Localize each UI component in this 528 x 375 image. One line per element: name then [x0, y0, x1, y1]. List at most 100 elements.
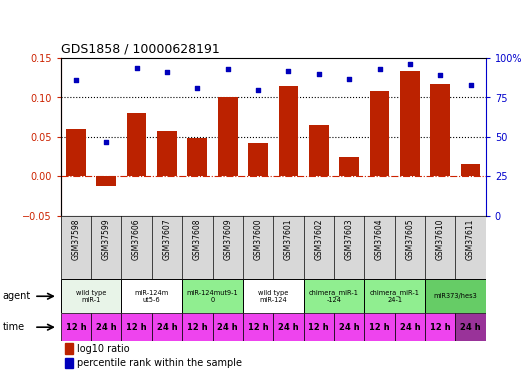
- Bar: [187, 138, 207, 176]
- Text: GSM37598: GSM37598: [71, 218, 80, 259]
- Point: [345, 76, 353, 82]
- Point: [315, 71, 323, 77]
- Text: 24 h: 24 h: [400, 322, 420, 332]
- Text: GSM37599: GSM37599: [102, 218, 111, 260]
- Bar: [152, 313, 182, 341]
- Bar: [394, 313, 425, 341]
- Bar: [274, 313, 304, 341]
- Bar: [121, 216, 152, 279]
- Point: [163, 69, 171, 75]
- Bar: [430, 84, 450, 176]
- Text: 24 h: 24 h: [278, 322, 299, 332]
- Point: [223, 66, 232, 72]
- Text: GSM37605: GSM37605: [406, 218, 414, 260]
- Point: [406, 62, 414, 68]
- Bar: [334, 313, 364, 341]
- Bar: [243, 279, 304, 313]
- Text: 24 h: 24 h: [460, 322, 481, 332]
- Text: 12 h: 12 h: [248, 322, 268, 332]
- Bar: [243, 216, 274, 279]
- Text: log10 ratio: log10 ratio: [77, 344, 129, 354]
- Bar: [182, 279, 243, 313]
- Bar: [304, 313, 334, 341]
- Point: [193, 85, 202, 91]
- Point: [254, 87, 262, 93]
- Text: percentile rank within the sample: percentile rank within the sample: [77, 358, 242, 368]
- Bar: [400, 71, 420, 176]
- Text: agent: agent: [3, 291, 31, 301]
- Bar: [304, 216, 334, 279]
- Bar: [91, 313, 121, 341]
- Point: [466, 82, 475, 88]
- Bar: [61, 279, 121, 313]
- Bar: [425, 216, 455, 279]
- Text: miR373/hes3: miR373/hes3: [433, 293, 477, 299]
- Text: wild type
miR-1: wild type miR-1: [76, 290, 106, 303]
- Text: 24 h: 24 h: [96, 322, 117, 332]
- Bar: [364, 216, 395, 279]
- Point: [375, 66, 384, 72]
- Text: GSM37607: GSM37607: [163, 218, 172, 260]
- Bar: [394, 216, 425, 279]
- Point: [72, 77, 80, 83]
- Bar: [425, 313, 455, 341]
- Bar: [274, 216, 304, 279]
- Text: 12 h: 12 h: [308, 322, 329, 332]
- Text: GSM37604: GSM37604: [375, 218, 384, 260]
- Bar: [304, 279, 364, 313]
- Text: 24 h: 24 h: [339, 322, 360, 332]
- Text: 12 h: 12 h: [430, 322, 450, 332]
- Bar: [364, 313, 395, 341]
- Bar: [65, 358, 73, 368]
- Bar: [182, 216, 212, 279]
- Text: 12 h: 12 h: [187, 322, 208, 332]
- Bar: [61, 313, 91, 341]
- Text: chimera_miR-1
24-1: chimera_miR-1 24-1: [370, 290, 420, 303]
- Point: [133, 64, 141, 70]
- Text: GSM37601: GSM37601: [284, 218, 293, 259]
- Text: miR-124m
ut5-6: miR-124m ut5-6: [135, 290, 169, 303]
- Bar: [334, 216, 364, 279]
- Bar: [127, 113, 146, 176]
- Text: GSM37609: GSM37609: [223, 218, 232, 260]
- Text: 12 h: 12 h: [126, 322, 147, 332]
- Text: GSM37602: GSM37602: [314, 218, 323, 259]
- Text: 12 h: 12 h: [65, 322, 86, 332]
- Point: [284, 68, 293, 74]
- Text: miR-124mut9-1
0: miR-124mut9-1 0: [187, 290, 238, 303]
- Bar: [157, 131, 177, 176]
- Bar: [340, 157, 359, 176]
- Bar: [91, 216, 121, 279]
- Bar: [455, 313, 486, 341]
- Bar: [461, 164, 480, 176]
- Bar: [218, 98, 238, 176]
- Text: 24 h: 24 h: [218, 322, 238, 332]
- Point: [102, 139, 110, 145]
- Bar: [279, 87, 298, 176]
- Bar: [65, 344, 73, 354]
- Bar: [425, 279, 486, 313]
- Bar: [152, 216, 182, 279]
- Text: GSM37603: GSM37603: [345, 218, 354, 260]
- Text: GDS1858 / 10000628191: GDS1858 / 10000628191: [61, 43, 220, 56]
- Bar: [212, 313, 243, 341]
- Text: GSM37600: GSM37600: [253, 218, 262, 260]
- Bar: [97, 176, 116, 186]
- Bar: [212, 216, 243, 279]
- Text: GSM37606: GSM37606: [132, 218, 141, 260]
- Bar: [309, 125, 328, 176]
- Bar: [248, 143, 268, 176]
- Text: GSM37611: GSM37611: [466, 218, 475, 259]
- Bar: [121, 279, 182, 313]
- Text: wild type
miR-124: wild type miR-124: [258, 290, 288, 303]
- Bar: [364, 279, 425, 313]
- Text: time: time: [3, 322, 25, 332]
- Text: GSM37610: GSM37610: [436, 218, 445, 259]
- Text: 12 h: 12 h: [369, 322, 390, 332]
- Point: [436, 72, 445, 78]
- Text: 24 h: 24 h: [157, 322, 177, 332]
- Bar: [455, 216, 486, 279]
- Bar: [243, 313, 274, 341]
- Bar: [370, 91, 389, 176]
- Text: GSM37608: GSM37608: [193, 218, 202, 259]
